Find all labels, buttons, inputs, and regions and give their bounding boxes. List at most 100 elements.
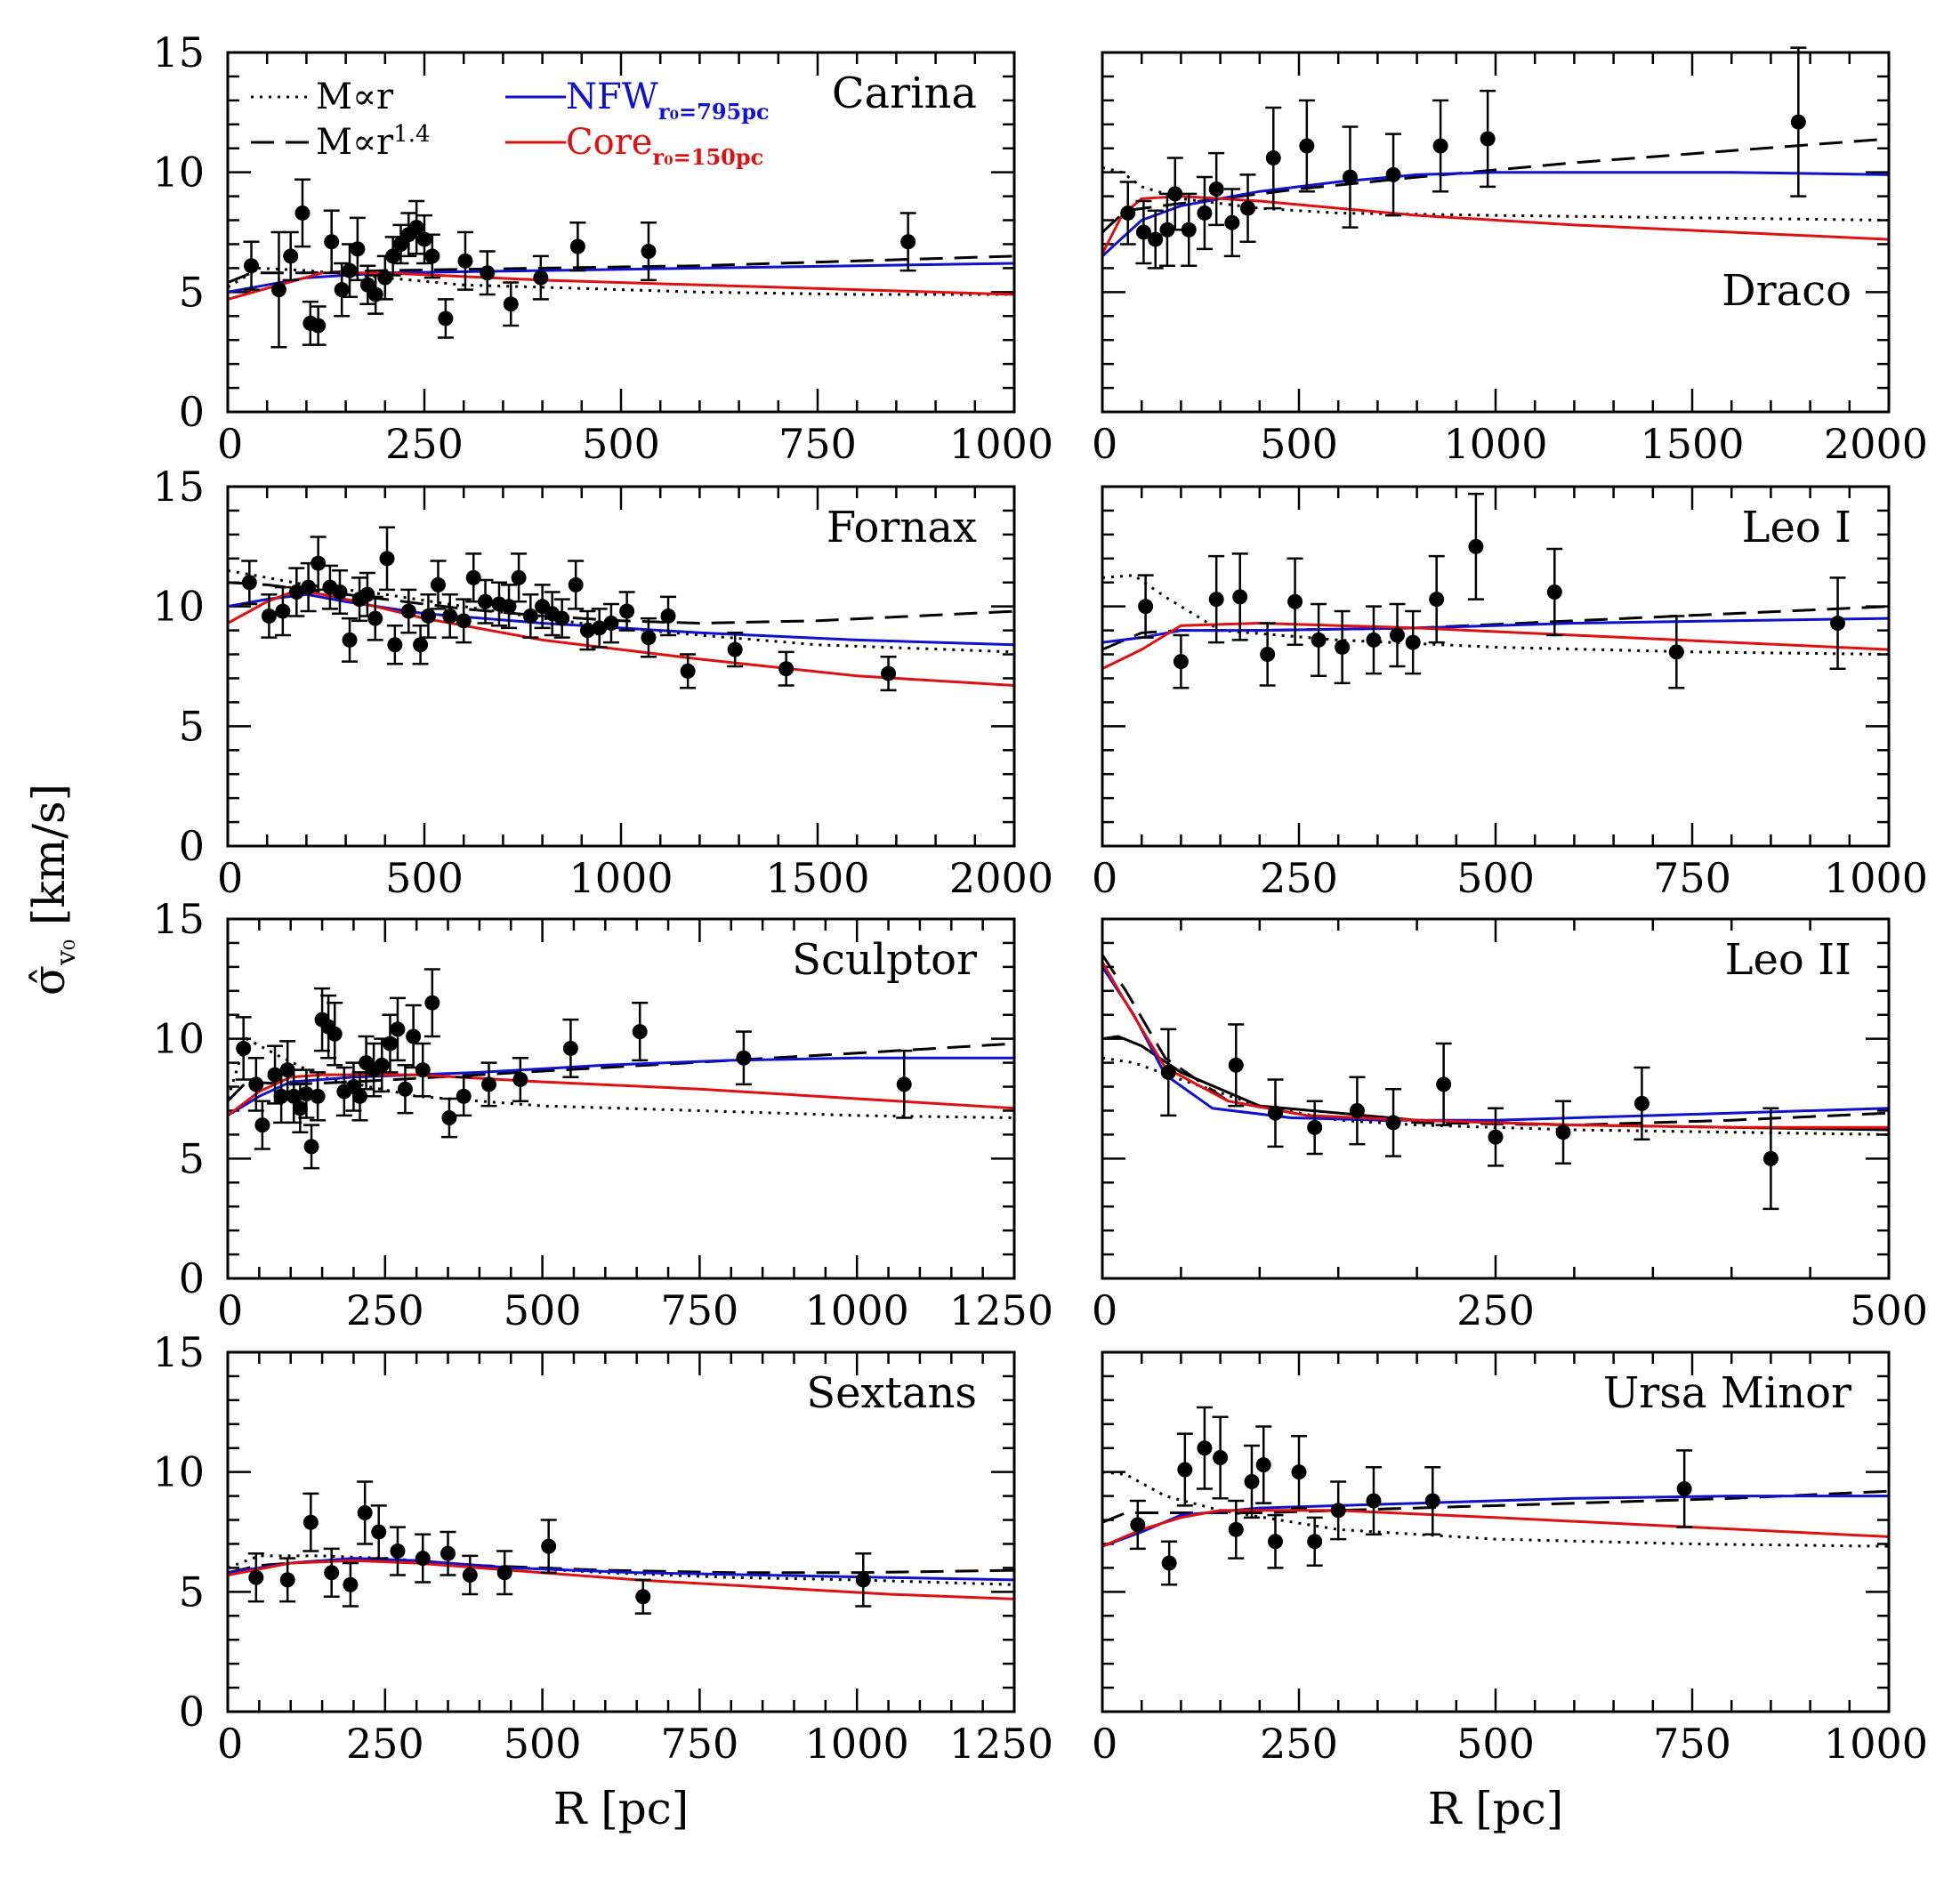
data-point — [1762, 1107, 1779, 1211]
model-curves — [1102, 954, 1889, 1136]
data-point — [522, 592, 539, 639]
plot-frame — [1101, 1350, 1891, 1713]
data-point — [1267, 1513, 1284, 1569]
y-tick-label: 10 — [152, 1015, 205, 1063]
data-point — [370, 1504, 387, 1560]
data-point — [632, 1002, 649, 1062]
data-point — [310, 305, 327, 346]
data-point — [540, 1519, 557, 1575]
x-tick-label: 0 — [217, 1286, 243, 1334]
data-point — [1176, 1432, 1193, 1507]
data-point — [1228, 1023, 1245, 1108]
data-point — [1633, 1066, 1650, 1141]
data-point — [735, 1030, 752, 1086]
data-point — [1208, 151, 1225, 227]
series-m-r14 — [1102, 137, 1889, 234]
data-point — [323, 209, 340, 275]
y-tick-label: 15 — [152, 463, 205, 511]
data-point — [247, 1552, 264, 1603]
data-point — [1119, 181, 1136, 246]
x-tick-label: 750 — [660, 1286, 738, 1334]
data-point — [270, 230, 287, 349]
legend-entry-m-r: M∝r — [251, 77, 394, 117]
xlabel-right: R [pc] — [1428, 1783, 1564, 1834]
data-point — [1259, 622, 1276, 687]
plot-frame — [1101, 917, 1891, 1280]
data-point — [1212, 1415, 1229, 1500]
legend-entry-m-r14: M∝r1.4 — [251, 121, 431, 163]
plot-frame — [226, 917, 1016, 1280]
series-nfw — [228, 1056, 1014, 1117]
data-point — [496, 1550, 513, 1596]
x-tick-label: 1000 — [569, 854, 673, 902]
data-points — [243, 178, 916, 349]
data-points — [241, 526, 897, 692]
x-tick-label: 1250 — [949, 1720, 1053, 1768]
data-point — [415, 1533, 432, 1584]
x-tick-label: 250 — [1456, 1286, 1535, 1334]
plot-frame — [226, 51, 1016, 414]
x-tick-label: 1250 — [949, 1286, 1053, 1334]
panel-title: Sextans — [806, 1368, 977, 1418]
legend-label: M∝r1.4 — [316, 121, 431, 163]
x-tick-label: 500 — [1260, 420, 1338, 468]
data-point — [1223, 188, 1240, 258]
x-tick-label: 500 — [504, 1286, 582, 1334]
data-points — [247, 1480, 872, 1615]
data-point — [1424, 1466, 1441, 1535]
data-point — [640, 221, 657, 282]
x-tick-label: 2000 — [1824, 420, 1928, 468]
y-tick-label: 5 — [179, 1134, 205, 1182]
data-point — [327, 1002, 343, 1067]
data-point — [1676, 1449, 1693, 1528]
x-tick-label: 1500 — [765, 854, 869, 902]
data-point — [359, 264, 376, 306]
data-point — [1385, 1087, 1402, 1157]
data-point — [1349, 1076, 1366, 1146]
data-point — [1365, 605, 1382, 675]
data-point — [1239, 173, 1256, 244]
x-tick-label: 750 — [660, 1720, 738, 1768]
plot-frame — [1101, 51, 1891, 414]
legend-label: Corer₀=150pc — [566, 122, 763, 170]
panel-title: Leo II — [1725, 935, 1851, 985]
y-tick-label: 10 — [152, 583, 205, 631]
data-point — [1790, 46, 1807, 197]
data-point — [334, 262, 351, 318]
data-point — [279, 1557, 296, 1603]
data-point — [477, 578, 494, 625]
y-tick-label: 15 — [152, 895, 205, 943]
x-tick-label: 750 — [778, 420, 857, 468]
data-point — [423, 968, 440, 1038]
series-m-r — [1102, 574, 1889, 656]
x-tick-label: 1000 — [805, 1720, 909, 1768]
x-ticks — [1101, 52, 1891, 412]
data-point — [300, 561, 317, 613]
x-tick-label: 750 — [1653, 854, 1731, 902]
data-point — [288, 567, 305, 617]
plot-frame — [1101, 485, 1891, 848]
data-point — [412, 624, 429, 665]
data-point — [568, 560, 585, 610]
data-point — [384, 236, 401, 277]
x-tick-label: 0 — [1092, 1286, 1117, 1334]
data-point — [1467, 492, 1484, 600]
data-point — [1137, 574, 1154, 639]
panel-leo-ii: 0 250 500 Leo II — [1092, 917, 1928, 1334]
data-point — [1181, 192, 1198, 267]
data-points — [1129, 1406, 1693, 1586]
y-tick-label: 0 — [179, 1254, 205, 1302]
data-point — [298, 1068, 315, 1119]
data-point — [1428, 554, 1445, 644]
data-point — [1147, 209, 1164, 270]
data-point — [386, 624, 403, 665]
data-point — [342, 617, 359, 663]
data-point — [1480, 89, 1496, 189]
y-ticks — [228, 485, 1014, 848]
y-tick-label: 10 — [152, 149, 205, 197]
x-tick-label: 0 — [217, 854, 243, 902]
y-tick-label: 10 — [152, 1448, 205, 1496]
x-tick-label: 250 — [385, 420, 464, 468]
data-point — [1231, 552, 1248, 641]
x-tick-label: 0 — [1092, 420, 1117, 468]
